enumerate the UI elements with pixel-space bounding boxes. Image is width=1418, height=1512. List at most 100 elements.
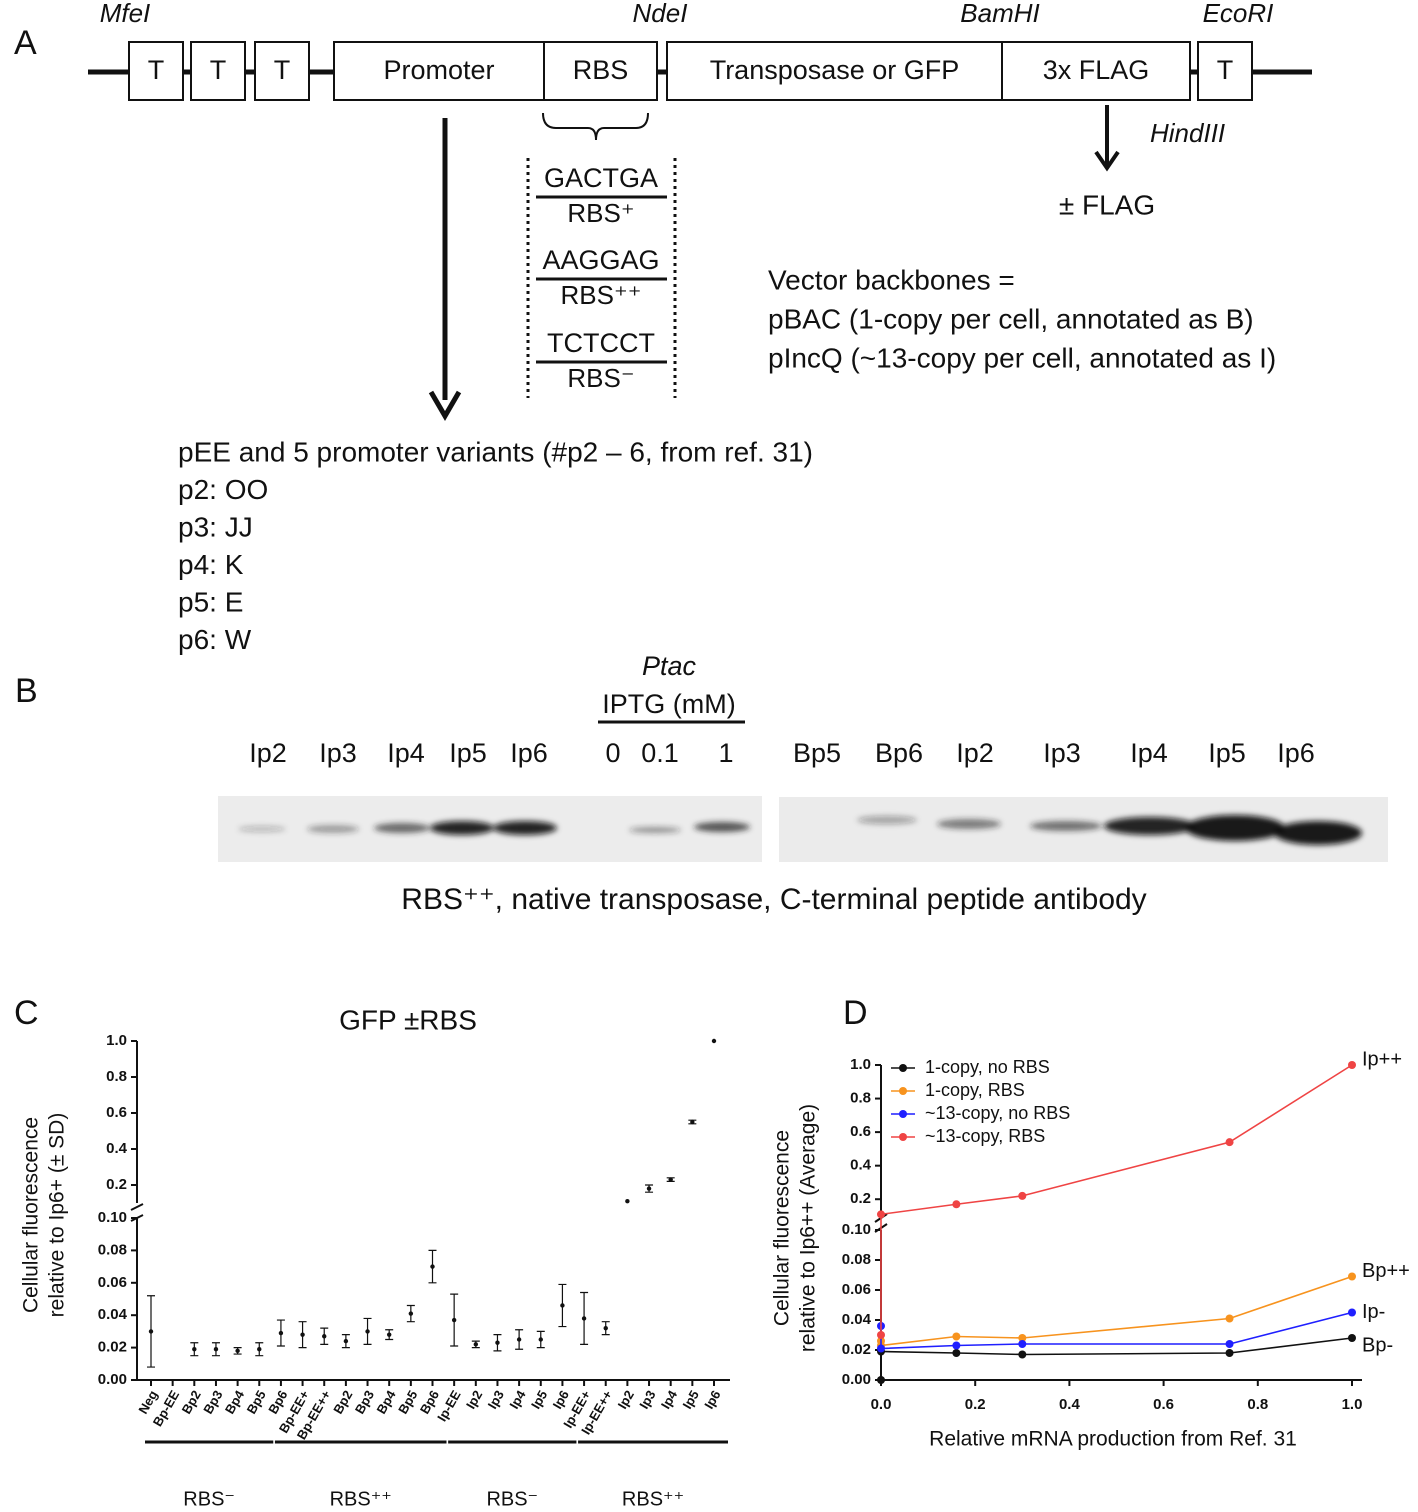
y-axis-label: relative to Ip6++ (Average) — [797, 1104, 820, 1352]
x-tick-label: Ip3 — [485, 1388, 507, 1412]
construct-box — [128, 41, 184, 101]
data-point — [430, 1264, 435, 1269]
backbone-note: pIncQ (~13-copy per cell, annotated as I… — [768, 342, 1276, 373]
legend-marker — [899, 1133, 907, 1141]
data-point — [235, 1348, 240, 1354]
x-tick-label: Bp3 — [352, 1388, 377, 1417]
x-tick-label: Ip2 — [615, 1388, 637, 1412]
x-tick-label: 0.6 — [1153, 1396, 1174, 1413]
series-end-label: Ip- — [1362, 1301, 1385, 1323]
promoter-note: p2: OO — [178, 474, 268, 505]
ptac-label: Ptac — [642, 651, 697, 681]
data-point — [451, 1317, 457, 1323]
restriction-site: BamHI — [960, 0, 1039, 28]
x-tick-label: 0.4 — [1059, 1396, 1081, 1413]
group-label: RBS⁺⁺ — [330, 1488, 392, 1510]
rbs-sequence: GACTGA — [544, 163, 658, 193]
box-label: RBS — [573, 55, 629, 85]
data-point — [1225, 1314, 1234, 1323]
chart-title: GFP ±RBS — [339, 1004, 477, 1035]
blot-bands — [238, 815, 1362, 845]
x-tick-label: Bp3 — [200, 1388, 225, 1417]
y-tick-label: 0.6 — [106, 1104, 127, 1121]
data-point — [473, 1342, 479, 1347]
data-point — [213, 1347, 219, 1352]
x-tick-label: Ip6 — [701, 1388, 723, 1412]
y-axis-label: relative to Ip6+ (± SD) — [46, 1113, 69, 1318]
lane-label: 0 — [605, 738, 620, 768]
restriction-site: MfeI — [100, 0, 151, 28]
data-point — [192, 1347, 197, 1352]
legend-label: ~13-copy, RBS — [925, 1126, 1045, 1146]
series-line — [880, 1064, 1353, 1335]
lane-label: Ip3 — [319, 738, 357, 768]
y-axis-label: Cellular fluorescence — [771, 1130, 794, 1326]
rbs-name: RBS⁻ — [567, 363, 634, 393]
data-point — [1348, 1272, 1356, 1281]
data-point — [625, 1199, 630, 1204]
lane-label: Ip2 — [249, 738, 287, 768]
y-tick-label: 0.00 — [98, 1371, 127, 1388]
data-point — [1018, 1334, 1027, 1342]
construct-box — [1197, 41, 1253, 101]
data-point — [952, 1332, 961, 1341]
data-point — [516, 1337, 522, 1342]
x-tick-label: Bp4 — [373, 1387, 399, 1416]
series-end-label: Bp++ — [1362, 1260, 1410, 1282]
x-tick-label: 1.0 — [1342, 1396, 1363, 1413]
x-tick-label: Bp2 — [179, 1388, 204, 1417]
lane-label: Ip3 — [1043, 738, 1081, 768]
y-tick-label: 0.4 — [106, 1140, 128, 1157]
promoter-arrow — [428, 118, 462, 421]
lane-label: Ip6 — [510, 738, 548, 768]
y-tick-label: 0.6 — [850, 1123, 871, 1140]
rbs-name: RBS⁺ — [567, 198, 634, 228]
x-tick-label: Bp4 — [222, 1387, 248, 1416]
data-point — [1225, 1340, 1234, 1348]
x-tick-label: Bp5 — [395, 1388, 420, 1417]
panel-label: D — [843, 994, 868, 1032]
series-line — [880, 1311, 1353, 1350]
promoter-note: pEE and 5 promoter variants (#p2 – 6, fr… — [178, 436, 813, 467]
data-point — [322, 1334, 327, 1339]
data-point — [1348, 1308, 1356, 1317]
x-tick-label: Bp2 — [330, 1388, 355, 1417]
y-tick-label: 0.02 — [98, 1339, 127, 1356]
y-tick-label: 0.08 — [842, 1251, 871, 1268]
x-tick-label: 0.0 — [871, 1396, 892, 1413]
data-point — [952, 1200, 961, 1209]
y-tick-label: 0.8 — [850, 1090, 871, 1107]
box-label: T — [274, 55, 291, 85]
lane-label: Ip5 — [1208, 738, 1246, 768]
lane-label: Bp5 — [793, 738, 841, 768]
backbone-note: Vector backbones = — [768, 264, 1015, 295]
y-tick-label: 0.8 — [106, 1068, 127, 1085]
panel-label: B — [15, 672, 38, 710]
lane-label: Ip5 — [449, 738, 487, 768]
x-axis-label: Relative mRNA production from Ref. 31 — [929, 1428, 1297, 1451]
blot-caption: RBS⁺⁺, native transposase, C-terminal pe… — [401, 883, 1146, 916]
lane-label: Bp6 — [875, 738, 923, 768]
lane-label: 0.1 — [641, 738, 679, 768]
promoter-note: p5: E — [178, 586, 243, 617]
data-point — [646, 1186, 652, 1191]
legend-marker — [899, 1064, 907, 1072]
data-point — [711, 1038, 717, 1044]
x-tick-label: Ip3 — [636, 1388, 658, 1412]
box-label: Transposase or GFP — [710, 55, 960, 85]
data-point — [560, 1303, 565, 1308]
data-point — [877, 1376, 885, 1384]
data-point — [1348, 1061, 1356, 1069]
construct-box — [254, 41, 310, 101]
x-tick-label: Ip2 — [463, 1388, 485, 1412]
y-tick-label: 0.10 — [98, 1209, 127, 1226]
construct-box — [666, 41, 1003, 101]
data-point — [1225, 1349, 1234, 1357]
data-point — [581, 1316, 587, 1321]
y-tick-label: 1.0 — [106, 1032, 127, 1049]
group-label: RBS⁺⁺ — [622, 1488, 684, 1510]
restriction-site: HindIII — [1150, 118, 1225, 148]
iptg-label: IPTG (mM) — [602, 689, 735, 719]
legend-label: 1-copy, RBS — [925, 1080, 1025, 1100]
